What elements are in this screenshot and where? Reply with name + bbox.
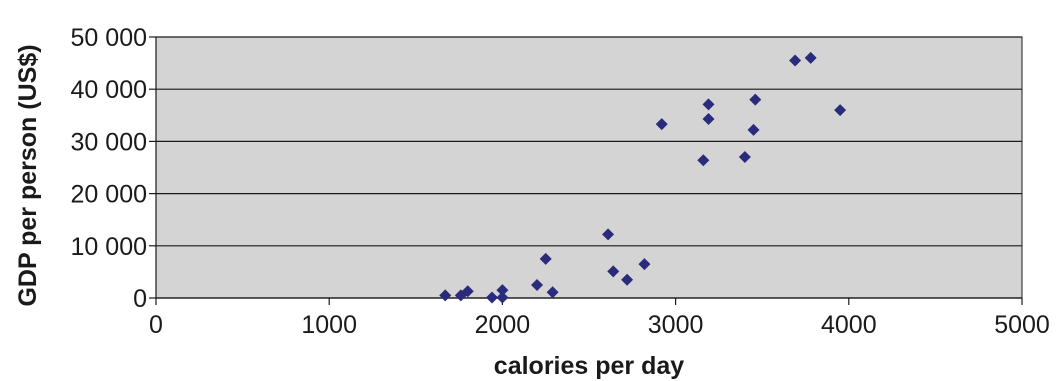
y-tick-label: 30 000 xyxy=(71,128,147,156)
y-tick-label: 20 000 xyxy=(71,181,147,209)
data-point xyxy=(789,54,802,67)
data-point xyxy=(804,51,817,64)
data-point xyxy=(546,286,559,299)
data-point xyxy=(531,278,544,291)
data-point xyxy=(697,154,710,167)
data-point xyxy=(655,118,668,131)
x-tick-label: 4000 xyxy=(821,311,877,339)
y-tick-label: 40 000 xyxy=(71,76,147,104)
data-point xyxy=(834,104,847,117)
y-tick-label: 10 000 xyxy=(71,233,147,261)
data-point xyxy=(702,112,715,125)
x-tick-label: 3000 xyxy=(648,311,704,339)
data-point xyxy=(749,93,762,106)
data-point xyxy=(602,228,615,241)
x-tick-label: 2000 xyxy=(475,311,531,339)
x-tick-label: 1000 xyxy=(301,311,357,339)
x-axis-title: calories per day xyxy=(494,352,684,380)
data-point xyxy=(461,285,474,298)
data-point xyxy=(638,258,651,271)
data-point xyxy=(621,273,634,286)
data-point xyxy=(496,291,509,304)
y-tick-label: 50 000 xyxy=(71,24,147,52)
data-point xyxy=(496,284,509,297)
x-tick-label: 0 xyxy=(149,311,163,339)
x-tick-label: 5000 xyxy=(994,311,1050,339)
y-axis: 0 10 000 20 000 30 000 40 000 50 000 xyxy=(71,24,157,313)
data-point xyxy=(607,265,620,278)
x-axis: 0 1000 2000 3000 4000 5000 xyxy=(149,297,1050,339)
y-axis-title: GDP per person (US$) xyxy=(14,44,42,306)
data-point xyxy=(439,289,452,302)
data-point xyxy=(486,291,499,304)
y-tick-label: 0 xyxy=(133,285,147,313)
data-point xyxy=(747,123,760,136)
data-points xyxy=(439,51,847,304)
plot-area xyxy=(155,36,1023,299)
data-point xyxy=(702,98,715,111)
data-point xyxy=(539,252,552,265)
plot-background xyxy=(156,37,1022,298)
data-point xyxy=(738,151,751,164)
